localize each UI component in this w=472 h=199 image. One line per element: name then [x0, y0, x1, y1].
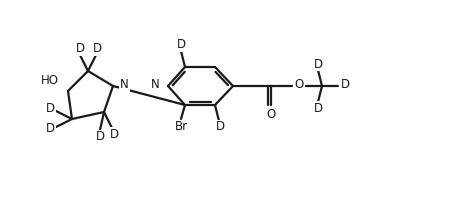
Text: HO: HO — [41, 74, 59, 88]
Text: O: O — [295, 78, 303, 92]
Text: D: D — [93, 43, 101, 56]
Text: O: O — [266, 107, 276, 121]
Text: D: D — [313, 101, 322, 114]
Text: D: D — [340, 78, 350, 92]
Text: D: D — [95, 131, 105, 143]
Text: Br: Br — [175, 121, 187, 134]
Text: D: D — [45, 123, 55, 136]
Text: D: D — [313, 58, 322, 70]
Text: N: N — [120, 78, 129, 92]
Text: N: N — [151, 77, 160, 91]
Text: D: D — [76, 43, 84, 56]
Text: D: D — [215, 121, 225, 134]
Text: D: D — [110, 128, 118, 140]
Text: D: D — [45, 102, 55, 115]
Text: D: D — [177, 38, 185, 52]
